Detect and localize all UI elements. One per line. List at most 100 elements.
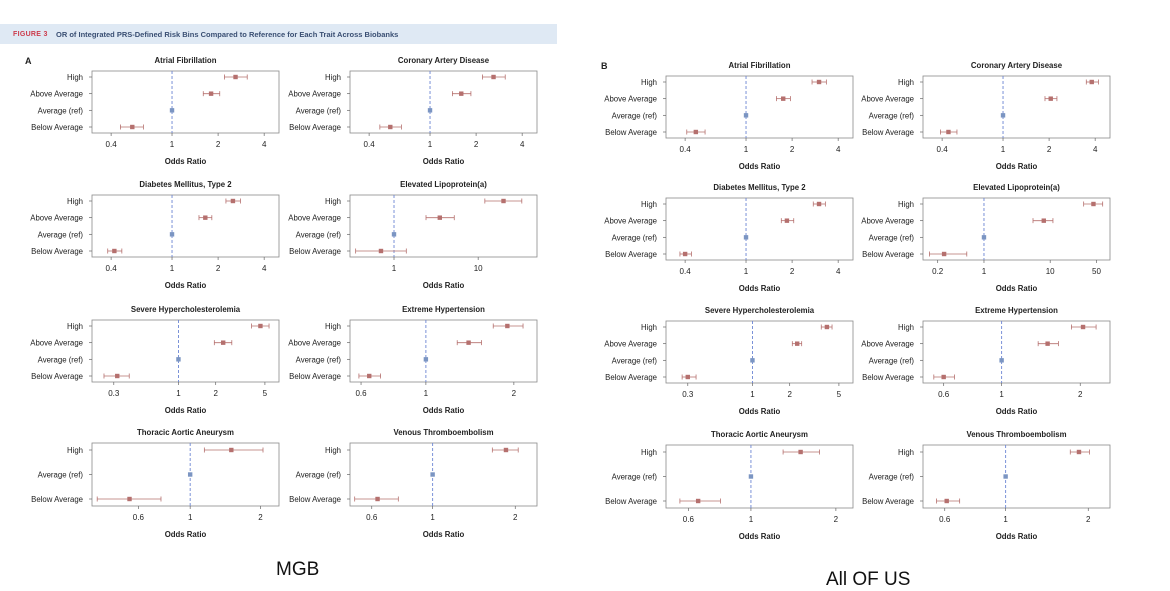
chart-a5-title: Severe Hypercholesterolemia: [131, 305, 241, 314]
chart-b7-x-axis-label: Odds Ratio: [739, 532, 781, 541]
chart-b2-point: [1089, 79, 1094, 85]
chart-a8-x-tick-label: 0.6: [366, 513, 378, 522]
chart-b4-point: [941, 251, 947, 257]
chart-b3-x-tick-label: 0.4: [680, 267, 692, 276]
chart-a5-point: [220, 340, 226, 345]
chart-a5-x-tick-label: 2: [213, 389, 218, 398]
chart-b7-x-tick-label: 2: [834, 515, 839, 524]
chart-a2-x-axis-label: Odds Ratio: [423, 157, 465, 166]
chart-b3-point: [816, 201, 822, 207]
chart-a2-point: [388, 124, 393, 130]
chart-b7-category-label: High: [641, 448, 657, 457]
chart-b5-point: [750, 358, 755, 363]
chart-b8-category-label: High: [898, 448, 914, 457]
chart-a3-category-label: Below Average: [31, 247, 83, 256]
chart-a6-category-label: High: [325, 322, 341, 331]
chart-b6-title: Extreme Hypertension: [975, 306, 1058, 315]
chart-b6-x-tick-label: 0.6: [938, 390, 950, 399]
chart-a6-title: Extreme Hypertension: [402, 305, 485, 314]
chart-b2-point: [1000, 113, 1006, 118]
chart-a1-title: Atrial Fibrillation: [155, 56, 217, 65]
chart-a2-point: [459, 91, 464, 96]
chart-b5-title: Severe Hypercholesterolemia: [705, 306, 815, 315]
chart-a6-x-tick-label: 2: [512, 389, 517, 398]
chart-b7-category-label: Below Average: [605, 497, 657, 506]
chart-b4-point: [1091, 201, 1096, 207]
chart-a1-point: [169, 108, 175, 113]
chart-a3-category-label: Above Average: [30, 214, 83, 223]
chart-b1-title: Atrial Fibrillation: [729, 61, 791, 70]
chart-b1-category-label: Above Average: [604, 95, 657, 104]
chart-b1-point: [816, 79, 822, 85]
chart-b3-x-tick-label: 4: [836, 267, 841, 276]
chart-a8-x-tick-label: 2: [513, 513, 518, 522]
chart-a3-point: [203, 215, 208, 220]
chart-b4-point: [981, 235, 987, 240]
chart-a8-frame: [349, 442, 538, 507]
chart-a1-point: [208, 91, 214, 96]
chart-a4-point: [437, 215, 442, 220]
chart-a4-point: [501, 198, 506, 204]
chart-b1-x-tick-label: 1: [744, 145, 749, 154]
chart-a5-point: [258, 323, 263, 329]
chart-a5-point: [176, 357, 181, 362]
chart-b8-point: [1003, 474, 1008, 479]
chart-a4-category-label: Average (ref): [296, 230, 342, 239]
chart-b6-point: [1045, 341, 1050, 346]
chart-a8-x-axis-label: Odds Ratio: [423, 530, 465, 539]
chart-b7-category-label: Average (ref): [612, 473, 658, 482]
chart-b8-x-tick-label: 0.6: [939, 515, 951, 524]
chart-a3-x-tick-label: 4: [262, 264, 267, 273]
chart-a2-x-tick-label: 1: [428, 140, 433, 149]
chart-b7-x-tick-label: 0.6: [683, 515, 695, 524]
chart-a6-point: [367, 373, 372, 379]
chart-b2-frame: [922, 75, 1111, 139]
chart-b5-point: [794, 341, 800, 346]
chart-b8-category-label: Below Average: [862, 497, 914, 506]
chart-a4-x-axis-label: Odds Ratio: [423, 281, 465, 290]
chart-b4-x-tick-label: 50: [1092, 267, 1101, 276]
chart-a8-x-tick-label: 1: [430, 513, 435, 522]
chart-a2-point: [427, 108, 433, 113]
chart-b4-category-label: Average (ref): [869, 233, 915, 242]
chart-b2-category-label: Above Average: [861, 95, 914, 104]
panel-letter-a: A: [25, 56, 32, 66]
chart-a5-x-axis-label: Odds Ratio: [165, 406, 207, 415]
chart-a4-category-label: Above Average: [288, 214, 341, 223]
chart-b2-category-label: Below Average: [862, 128, 914, 137]
chart-a7-point: [187, 472, 193, 477]
chart-a1-x-tick-label: 2: [216, 140, 221, 149]
chart-a1-category-label: Average (ref): [38, 106, 84, 115]
chart-a3-x-tick-label: 0.4: [106, 264, 118, 273]
chart-a1-x-tick-label: 0.4: [106, 140, 118, 149]
chart-a4-category-label: High: [325, 197, 341, 206]
chart-b6-frame: [922, 320, 1111, 384]
chart-b1-x-tick-label: 4: [836, 145, 841, 154]
chart-b2-x-tick-label: 4: [1093, 145, 1098, 154]
chart-b5-x-tick-label: 1: [750, 390, 755, 399]
chart-a8-point: [375, 496, 380, 502]
chart-b3-category-label: Below Average: [605, 250, 657, 259]
chart-b6-x-tick-label: 1: [999, 390, 1004, 399]
chart-a1-frame: [91, 70, 280, 134]
chart-b6-category-label: Below Average: [862, 373, 914, 382]
chart-a2-x-tick-label: 2: [474, 140, 479, 149]
chart-b5-category-label: Below Average: [605, 373, 657, 382]
chart-a6-point: [505, 323, 510, 329]
chart-a3-x-axis-label: Odds Ratio: [165, 281, 207, 290]
chart-a6-x-axis-label: Odds Ratio: [423, 406, 465, 415]
chart-b3-category-label: Above Average: [604, 217, 657, 226]
chart-b5-x-tick-label: 2: [787, 390, 792, 399]
chart-a4-frame: [349, 194, 538, 258]
chart-a2-category-label: Below Average: [289, 123, 341, 132]
chart-a1-category-label: Above Average: [30, 90, 83, 99]
chart-a3-title: Diabetes Mellitus, Type 2: [139, 180, 232, 189]
chart-b6-category-label: Average (ref): [869, 356, 915, 365]
chart-b2-x-tick-label: 1: [1001, 145, 1006, 154]
chart-a7-point: [229, 447, 234, 453]
chart-a6-point: [423, 357, 429, 362]
chart-b1-point: [781, 96, 786, 101]
chart-b4-x-tick-label: 1: [982, 267, 987, 276]
chart-a3-point: [112, 248, 117, 254]
chart-b8-point: [1076, 449, 1082, 455]
